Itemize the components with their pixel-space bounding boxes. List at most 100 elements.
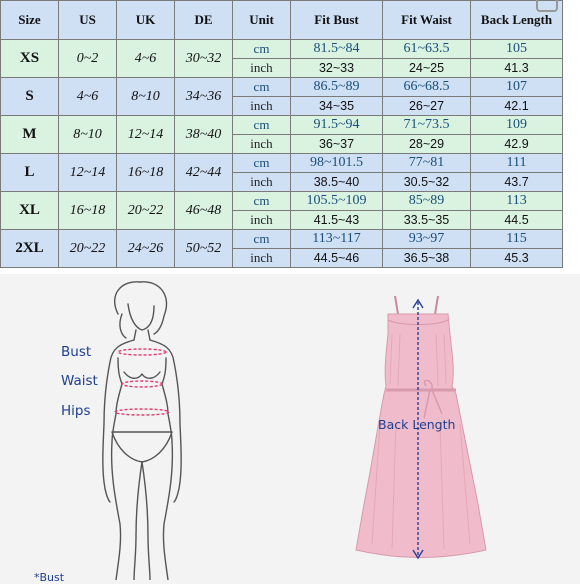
size-row-cm: XL 16~18 20~22 46~48 cm 105.5~109 85~89 113 bbox=[0, 191, 563, 230]
back-length-cell: 41.3 bbox=[470, 58, 563, 78]
waist-label: Waist bbox=[61, 373, 98, 389]
uk-size-cell: 8~10 bbox=[116, 77, 175, 116]
fit-bust-cell: 41.5~43 bbox=[290, 210, 383, 230]
size-cell: L bbox=[0, 153, 59, 192]
fit-bust-cell: 32~33 bbox=[290, 58, 383, 78]
dress-body bbox=[355, 313, 487, 558]
figure-left-arm bbox=[102, 339, 135, 503]
fit-waist-cell: 93~97 bbox=[382, 229, 471, 249]
header-size: Size bbox=[0, 0, 59, 40]
size-cell: S bbox=[0, 77, 59, 116]
unit-cell: cm bbox=[232, 77, 291, 97]
fit-waist-cell: 85~89 bbox=[382, 191, 471, 211]
footnote-text: *Bust bbox=[34, 571, 65, 584]
header-fit-bust: Fit Bust bbox=[290, 0, 383, 40]
fit-waist-cell: 28~29 bbox=[382, 134, 471, 154]
figure-face bbox=[127, 303, 155, 331]
fit-bust-cell: 105.5~109 bbox=[290, 191, 383, 211]
header-uk: UK bbox=[116, 0, 175, 40]
fit-bust-cell: 81.5~84 bbox=[290, 39, 383, 59]
us-size-cell: 4~6 bbox=[58, 77, 117, 116]
fit-bust-cell: 91.5~94 bbox=[290, 115, 383, 135]
fit-waist-cell: 71~73.5 bbox=[382, 115, 471, 135]
unit-cell: inch bbox=[232, 172, 291, 192]
header-fit-waist: Fit Waist bbox=[382, 0, 471, 40]
header-unit: Unit bbox=[232, 0, 291, 40]
measurement-illustrations: Bust Waist Hips Back Length bbox=[0, 274, 580, 580]
header-back-length: Back Length bbox=[470, 0, 563, 40]
back-length-cell: 42.1 bbox=[470, 96, 563, 116]
unit-cell: cm bbox=[232, 39, 291, 59]
size-cell: XL bbox=[0, 191, 59, 230]
fit-waist-cell: 77~81 bbox=[382, 153, 471, 173]
fit-bust-cell: 98~101.5 bbox=[290, 153, 383, 173]
dress-bow bbox=[423, 379, 443, 419]
size-row-cm: S 4~6 8~10 34~36 cm 86.5~89 66~68.5 107 bbox=[0, 77, 563, 116]
back-length-label: Back Length bbox=[378, 417, 456, 432]
us-size-cell: 16~18 bbox=[58, 191, 117, 230]
size-cell: M bbox=[0, 115, 59, 154]
unit-cell: inch bbox=[232, 96, 291, 116]
back-length-cell: 42.9 bbox=[470, 134, 563, 154]
unit-cell: inch bbox=[232, 58, 291, 78]
size-row-inch: inch 36~37 28~29 42.9 bbox=[1, 134, 563, 154]
back-length-cell: 44.5 bbox=[470, 210, 563, 230]
measurement-lines bbox=[114, 348, 170, 416]
de-size-cell: 38~40 bbox=[174, 115, 233, 154]
fit-bust-cell: 113~117 bbox=[290, 229, 383, 249]
size-row-cm: L 12~14 16~18 42~44 cm 98~101.5 77~81 111 bbox=[0, 153, 563, 192]
size-table: Size US UK DE Unit Fit Bust Fit Waist Ba… bbox=[0, 0, 563, 268]
size-row-cm: M 8~10 12~14 38~40 cm 91.5~94 71~73.5 109 bbox=[0, 115, 563, 154]
us-size-cell: 20~22 bbox=[58, 229, 117, 268]
figure-left-leg bbox=[110, 441, 122, 580]
de-size-cell: 42~44 bbox=[174, 153, 233, 192]
uk-size-cell: 24~26 bbox=[116, 229, 175, 268]
fit-waist-cell: 24~25 bbox=[382, 58, 471, 78]
back-length-cell: 107 bbox=[470, 77, 563, 97]
table-header-row: Size US UK DE Unit Fit Bust Fit Waist Ba… bbox=[0, 0, 563, 40]
de-size-cell: 34~36 bbox=[174, 77, 233, 116]
uk-size-cell: 20~22 bbox=[116, 191, 175, 230]
fit-waist-cell: 36.5~38 bbox=[382, 248, 471, 268]
unit-cell: cm bbox=[232, 115, 291, 135]
size-cell: 2XL bbox=[0, 229, 59, 268]
back-length-cell: 111 bbox=[470, 153, 563, 173]
back-length-cell: 109 bbox=[470, 115, 563, 135]
us-size-cell: 12~14 bbox=[58, 153, 117, 192]
waist-measure-line bbox=[121, 380, 163, 388]
header-de: DE bbox=[174, 0, 233, 40]
dress-straps bbox=[394, 295, 439, 315]
size-chart: Size US UK DE Unit Fit Bust Fit Waist Ba… bbox=[0, 0, 580, 274]
back-length-cell: 105 bbox=[470, 39, 563, 59]
fit-waist-cell: 26~27 bbox=[382, 96, 471, 116]
size-row-inch: inch 44.5~46 36.5~38 45.3 bbox=[1, 248, 563, 268]
us-size-cell: 8~10 bbox=[58, 115, 117, 154]
fit-bust-cell: 34~35 bbox=[290, 96, 383, 116]
uk-size-cell: 16~18 bbox=[116, 153, 175, 192]
figure-right-leg bbox=[162, 441, 174, 580]
body-figure bbox=[102, 281, 182, 580]
unit-cell: cm bbox=[232, 153, 291, 173]
bust-label: Bust bbox=[61, 344, 92, 360]
fit-waist-cell: 30.5~32 bbox=[382, 172, 471, 192]
fit-bust-cell: 86.5~89 bbox=[290, 77, 383, 97]
unit-cell: inch bbox=[232, 134, 291, 154]
size-row-inch: inch 32~33 24~25 41.3 bbox=[1, 58, 563, 78]
de-size-cell: 46~48 bbox=[174, 191, 233, 230]
dress-illustration bbox=[355, 295, 487, 560]
de-size-cell: 50~52 bbox=[174, 229, 233, 268]
unit-cell: cm bbox=[232, 191, 291, 211]
fit-waist-cell: 66~68.5 bbox=[382, 77, 471, 97]
bust-measure-line bbox=[117, 348, 167, 356]
fit-bust-cell: 36~37 bbox=[290, 134, 383, 154]
size-row-cm: 2XL 20~22 24~26 50~52 cm 113~117 93~97 115 bbox=[0, 229, 563, 268]
fit-bust-cell: 44.5~46 bbox=[290, 248, 383, 268]
unit-cell: inch bbox=[232, 210, 291, 230]
header-us: US bbox=[58, 0, 117, 40]
fit-waist-cell: 61~63.5 bbox=[382, 39, 471, 59]
figure-right-arm bbox=[149, 339, 182, 503]
hips-measure-line bbox=[114, 408, 170, 416]
de-size-cell: 30~32 bbox=[174, 39, 233, 78]
fit-bust-cell: 38.5~40 bbox=[290, 172, 383, 192]
figure-hair bbox=[113, 281, 168, 335]
